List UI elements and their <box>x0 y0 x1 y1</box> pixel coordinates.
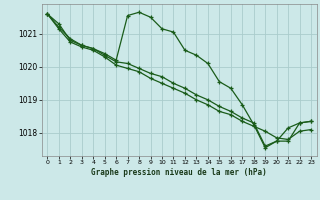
X-axis label: Graphe pression niveau de la mer (hPa): Graphe pression niveau de la mer (hPa) <box>91 168 267 177</box>
